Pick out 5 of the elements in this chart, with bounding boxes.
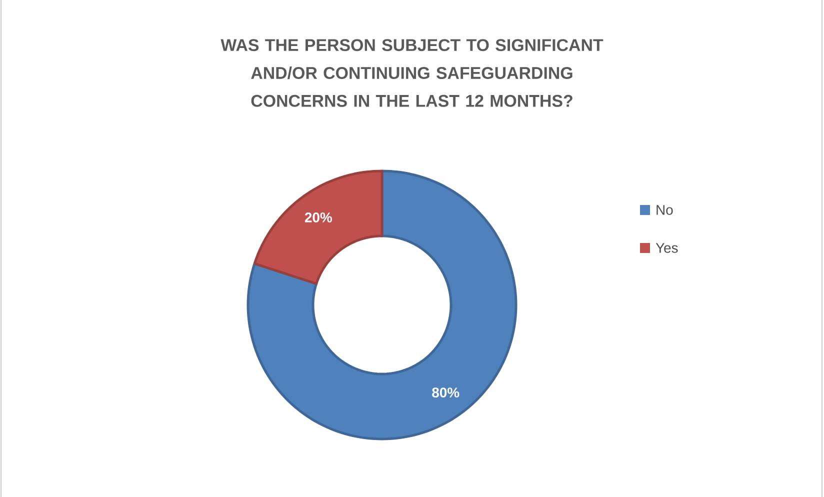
data-label: 80%: [432, 388, 460, 398]
chart-title: WAS THE PERSON SUBJECT TO SIGNIFICANT AND/OR CONTINUING SAFEGUARDING CONCERNS IN THE LAST 12 MONTHS?: [220, 39, 604, 107]
legend-label: Yes: [656, 243, 678, 253]
data-label: 20%: [304, 212, 332, 222]
legend-label: No: [656, 205, 673, 215]
